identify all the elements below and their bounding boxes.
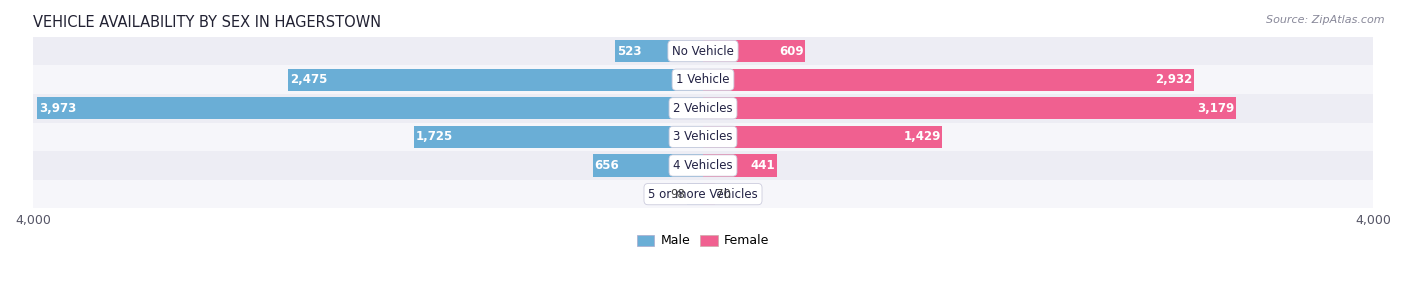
- Bar: [32, 151, 1374, 180]
- Bar: [686, 183, 703, 205]
- Text: 3,179: 3,179: [1197, 102, 1234, 115]
- Bar: [703, 97, 1236, 119]
- Text: 4 Vehicles: 4 Vehicles: [673, 159, 733, 172]
- Text: 5 or more Vehicles: 5 or more Vehicles: [648, 188, 758, 201]
- Text: 3,973: 3,973: [39, 102, 76, 115]
- Text: 2 Vehicles: 2 Vehicles: [673, 102, 733, 115]
- Text: 656: 656: [595, 159, 619, 172]
- Text: 3 Vehicles: 3 Vehicles: [673, 130, 733, 144]
- Text: No Vehicle: No Vehicle: [672, 45, 734, 58]
- Text: 1 Vehicle: 1 Vehicle: [676, 73, 730, 86]
- Bar: [703, 40, 806, 62]
- Text: 441: 441: [751, 159, 776, 172]
- Text: 1,429: 1,429: [904, 130, 941, 144]
- Text: 609: 609: [779, 45, 804, 58]
- Bar: [703, 183, 714, 205]
- Bar: [703, 154, 778, 177]
- Bar: [32, 94, 1374, 123]
- Text: 2,475: 2,475: [290, 73, 328, 86]
- Bar: [32, 180, 1374, 208]
- Bar: [593, 154, 703, 177]
- Text: 70: 70: [716, 188, 731, 201]
- Bar: [288, 69, 703, 91]
- Bar: [32, 123, 1374, 151]
- Bar: [32, 37, 1374, 65]
- Text: 523: 523: [617, 45, 641, 58]
- Bar: [703, 126, 942, 148]
- Text: 2,932: 2,932: [1156, 73, 1192, 86]
- Text: 98: 98: [671, 188, 685, 201]
- Bar: [616, 40, 703, 62]
- Bar: [38, 97, 703, 119]
- Text: Source: ZipAtlas.com: Source: ZipAtlas.com: [1267, 15, 1385, 25]
- Text: VEHICLE AVAILABILITY BY SEX IN HAGERSTOWN: VEHICLE AVAILABILITY BY SEX IN HAGERSTOW…: [32, 15, 381, 30]
- Bar: [413, 126, 703, 148]
- Legend: Male, Female: Male, Female: [631, 230, 775, 252]
- Text: 1,725: 1,725: [415, 130, 453, 144]
- Bar: [703, 69, 1194, 91]
- Bar: [32, 65, 1374, 94]
